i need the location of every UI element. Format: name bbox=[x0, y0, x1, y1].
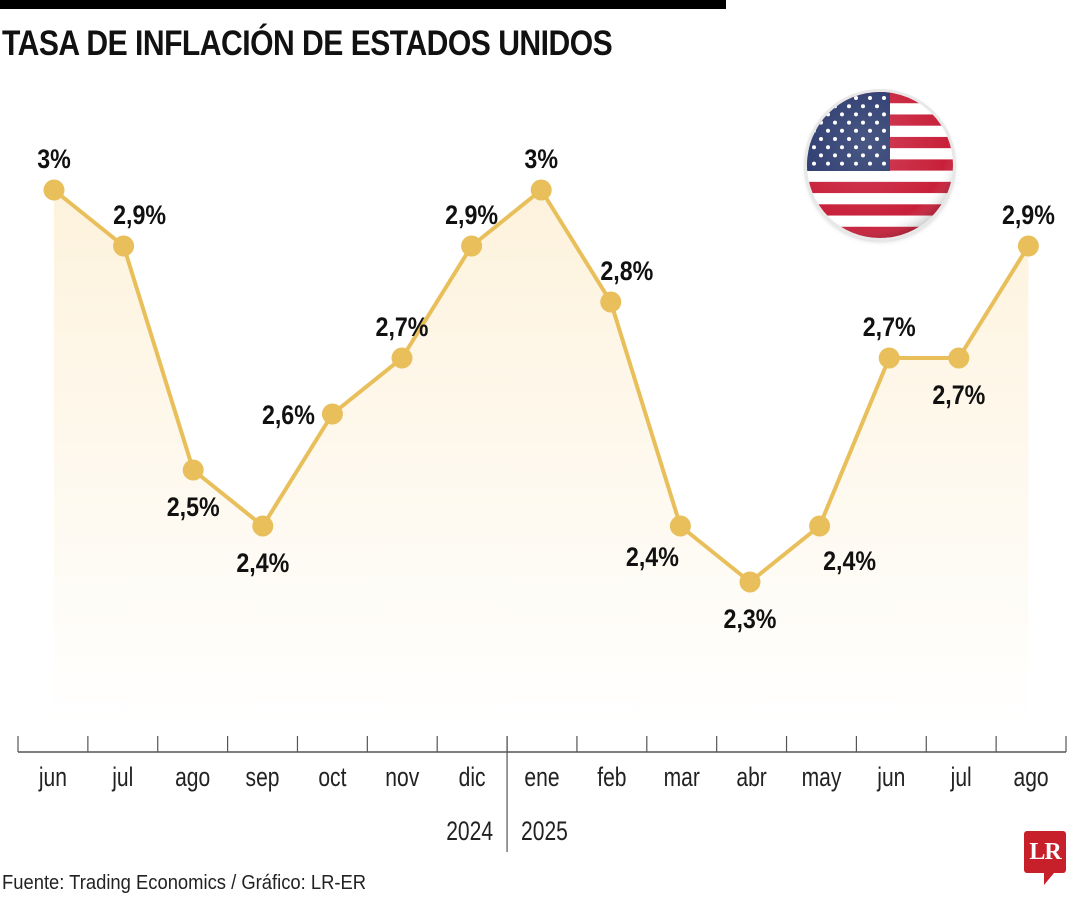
data-label: 3% bbox=[524, 144, 558, 174]
data-label: 2,3% bbox=[724, 604, 777, 634]
x-tick-label: ago bbox=[1014, 763, 1049, 793]
data-label: 2,9% bbox=[445, 200, 498, 230]
data-point bbox=[113, 235, 135, 257]
x-tick-label: may bbox=[802, 763, 843, 793]
data-point bbox=[182, 459, 204, 481]
chart-title: TASA DE INFLACIÓN DE ESTADOS UNIDOS bbox=[2, 24, 613, 63]
source-note: Fuente: Trading Economics / Gráfico: LR-… bbox=[2, 872, 367, 894]
data-label: 2,4% bbox=[236, 548, 289, 578]
data-point bbox=[43, 179, 65, 201]
data-point bbox=[1017, 235, 1039, 257]
x-tick-label: oct bbox=[318, 763, 346, 793]
x-tick-label: ene bbox=[524, 763, 559, 793]
data-point bbox=[600, 291, 622, 313]
data-point bbox=[809, 515, 831, 537]
x-tick-label: dic bbox=[459, 763, 486, 793]
year-label: 2024 bbox=[446, 817, 493, 847]
x-tick-label: ago bbox=[175, 763, 210, 793]
data-point bbox=[878, 347, 900, 369]
data-label: 2,9% bbox=[113, 200, 166, 230]
x-tick-label: jul bbox=[950, 763, 972, 793]
data-label: 3% bbox=[37, 144, 71, 174]
data-point bbox=[948, 347, 970, 369]
x-tick-label: feb bbox=[597, 763, 626, 793]
data-label: 2,6% bbox=[262, 400, 315, 430]
data-point bbox=[321, 403, 343, 425]
x-tick-label: jun bbox=[876, 763, 905, 793]
year-label: 2025 bbox=[521, 817, 568, 847]
data-point bbox=[669, 515, 691, 537]
x-tick-label: sep bbox=[246, 763, 280, 793]
top-rule bbox=[0, 0, 726, 9]
data-label: 2,5% bbox=[167, 492, 220, 522]
data-label: 2,4% bbox=[823, 546, 876, 576]
data-label: 2,9% bbox=[1002, 200, 1055, 230]
data-point bbox=[391, 347, 413, 369]
x-tick-label: jul bbox=[111, 763, 133, 793]
us-flag-icon bbox=[807, 92, 953, 238]
data-label: 2,7% bbox=[863, 312, 916, 342]
data-label: 2,7% bbox=[376, 312, 429, 342]
data-point bbox=[252, 515, 274, 537]
area-fill bbox=[54, 190, 1029, 725]
data-point bbox=[530, 179, 552, 201]
x-tick-label: nov bbox=[385, 763, 420, 793]
data-label: 2,8% bbox=[600, 256, 653, 286]
data-point bbox=[739, 571, 761, 593]
lr-logo: LR bbox=[1024, 831, 1066, 885]
data-point bbox=[461, 235, 483, 257]
data-label: 2,7% bbox=[932, 380, 985, 410]
x-tick-label: mar bbox=[664, 763, 700, 793]
x-tick-label: abr bbox=[736, 763, 766, 793]
x-tick-label: jun bbox=[38, 763, 67, 793]
data-label: 2,4% bbox=[626, 542, 679, 572]
